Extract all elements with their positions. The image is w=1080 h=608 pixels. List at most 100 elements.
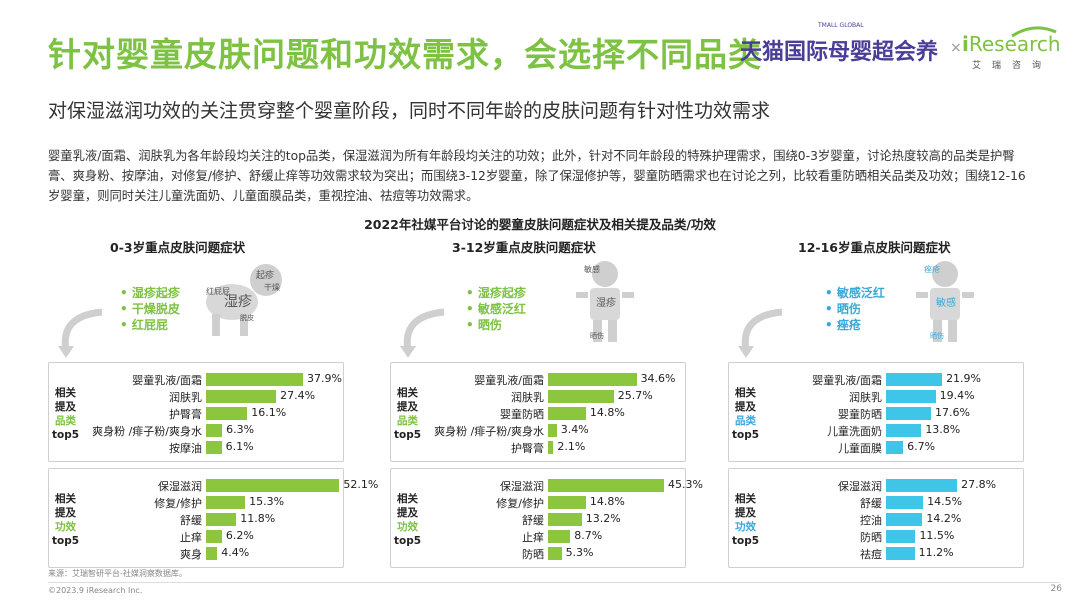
symptom-item: • 敏感泛红 <box>825 285 885 301</box>
word-cloud-term: 敏感 <box>584 264 600 274</box>
bar-label: 保湿滋润 <box>838 480 882 493</box>
bar-value: 2.1% <box>557 440 586 453</box>
bar <box>548 390 614 403</box>
bullet-icon: • <box>466 318 478 332</box>
bar <box>886 441 904 454</box>
side-label-line: 品类 <box>735 415 757 427</box>
bar-row: 止痒 8.7% <box>0 529 1080 544</box>
bar-label: 护臀膏 <box>169 408 202 421</box>
symptom-text: 干燥脱皮 <box>131 302 180 316</box>
bar-label: 儿童面膜 <box>838 442 882 455</box>
bar-label: 保湿滋润 <box>500 480 544 493</box>
bar-value: 11.5% <box>919 529 955 542</box>
bullet-icon: • <box>825 318 837 332</box>
bar-label: 婴童乳液/面霜 <box>812 374 882 387</box>
bar <box>548 407 586 420</box>
bar-label: 修复/修护 <box>496 497 544 510</box>
bar-row: 保湿滋润 27.8% <box>0 478 1080 493</box>
bar-value: 4.4% <box>221 546 250 559</box>
symptom-item: • 晒伤 <box>825 301 885 317</box>
bar <box>206 390 277 403</box>
bar-label: 儿童洗面奶 <box>827 425 882 438</box>
bar-value: 5.3% <box>565 546 594 559</box>
side-label-line: top5 <box>732 535 760 547</box>
copyright: ©2023.9 iResearch Inc. <box>48 586 143 595</box>
bar-label: 修复/修护 <box>154 497 202 510</box>
bar-row: 婴童乳液/面霜 37.9% <box>0 372 1080 387</box>
bar-row: 修复/修护 15.3% <box>0 495 1080 510</box>
bar-value: 6.2% <box>225 529 254 542</box>
bar-value: 37.9% <box>307 372 342 385</box>
bar-row: 儿童面膜 6.7% <box>0 440 1080 455</box>
bar-row: 修复/修护 14.8% <box>0 495 1080 510</box>
bar-row: 润肤乳 19.4% <box>0 389 1080 404</box>
symptom-list: • 湿疹起疹 • 干燥脱皮 • 红屁屁 <box>120 285 180 333</box>
side-label-line: 功效 <box>55 521 77 533</box>
bar-value: 3.4% <box>560 423 589 436</box>
bar-value: 6.7% <box>907 440 936 453</box>
bar-label: 防晒 <box>860 531 882 544</box>
bar <box>206 496 246 509</box>
page-number: 26 <box>1050 584 1062 594</box>
symptom-text: 晒伤 <box>836 302 861 316</box>
iresearch-logo-sub: 艾瑞咨询 <box>972 61 1053 71</box>
category-side-label: 相关 提及 品类 top5 <box>732 386 759 442</box>
bar-value: 17.6% <box>935 406 970 419</box>
bar-row: 舒缓 13.2% <box>0 512 1080 527</box>
bar <box>548 373 637 386</box>
bar-row: 爽身粉 /痱子粉/爽身水 3.4% <box>0 423 1080 438</box>
bar-row: 润肤乳 25.7% <box>0 389 1080 404</box>
bar-label: 舒缓 <box>180 514 202 527</box>
bar-label: 爽身粉 /痱子粉/爽身水 <box>92 425 202 438</box>
bar-value: 15.3% <box>249 495 285 508</box>
tmall-global-tag: TMALL GLOBAL <box>818 22 864 29</box>
side-label-line: 提及 <box>735 507 757 519</box>
bar-row: 爽身 4.4% <box>0 546 1080 561</box>
side-label-line: 相关 <box>735 387 757 399</box>
category-side-label: 相关 提及 品类 top5 <box>394 386 421 442</box>
bullet-icon: • <box>466 302 478 316</box>
bar-row: 舒缓 14.5% <box>0 495 1080 510</box>
page-title: 针对婴童皮肤问题和功效需求，会选择不同品类 <box>48 35 762 74</box>
footer-divider <box>48 582 1060 583</box>
bar-label: 防晒 <box>522 548 544 561</box>
bar-row: 保湿滋润 52.1% <box>0 478 1080 493</box>
bullet-icon: • <box>120 318 132 332</box>
symptom-item: • 晒伤 <box>466 317 526 333</box>
group-title: 3-12岁重点皮肤问题症状 <box>452 240 596 255</box>
side-label-line: top5 <box>394 535 422 547</box>
side-label-line: 功效 <box>735 521 757 533</box>
bar-row: 护臀膏 2.1% <box>0 440 1080 455</box>
bar <box>548 424 557 437</box>
bar-value: 25.7% <box>617 389 653 402</box>
bar <box>206 441 222 454</box>
intro-paragraph: 婴童乳液/面霜、润肤乳为各年龄段均关注的top品类，保湿滋润为所有年龄段均关注的… <box>48 149 1026 203</box>
logo-separator: × <box>950 40 962 56</box>
side-label-line: 提及 <box>397 507 419 519</box>
bar-label: 止痒 <box>522 531 544 544</box>
side-label-line: 品类 <box>397 415 419 427</box>
side-label-line: 相关 <box>55 493 77 505</box>
category-chart-box <box>728 362 1024 462</box>
word-cloud-term: 晒伤 <box>930 331 944 340</box>
word-cloud-term: 痤疮 <box>924 264 940 274</box>
symptom-item: • 湿疹起疹 <box>466 285 526 301</box>
bullet-icon: • <box>466 286 478 300</box>
bullet-icon: • <box>120 286 132 300</box>
bar-value: 27.8% <box>961 478 997 491</box>
bar-value: 16.1% <box>251 406 287 419</box>
side-label-line: 相关 <box>735 493 757 505</box>
bullet-icon: • <box>825 302 837 316</box>
bar-value: 13.8% <box>925 423 961 436</box>
bar-label: 润肤乳 <box>849 391 882 404</box>
word-cloud-term: 干燥 <box>264 283 280 292</box>
bar-value: 14.8% <box>589 406 625 419</box>
bar-value: 52.1% <box>343 478 379 491</box>
bar-label: 婴童乳液/面霜 <box>474 374 544 387</box>
bar <box>206 407 248 420</box>
category-side-label: 相关 提及 品类 top5 <box>52 386 79 442</box>
word-cloud-term: 红屁屁 <box>206 286 230 296</box>
bar-row: 止痒 6.2% <box>0 529 1080 544</box>
